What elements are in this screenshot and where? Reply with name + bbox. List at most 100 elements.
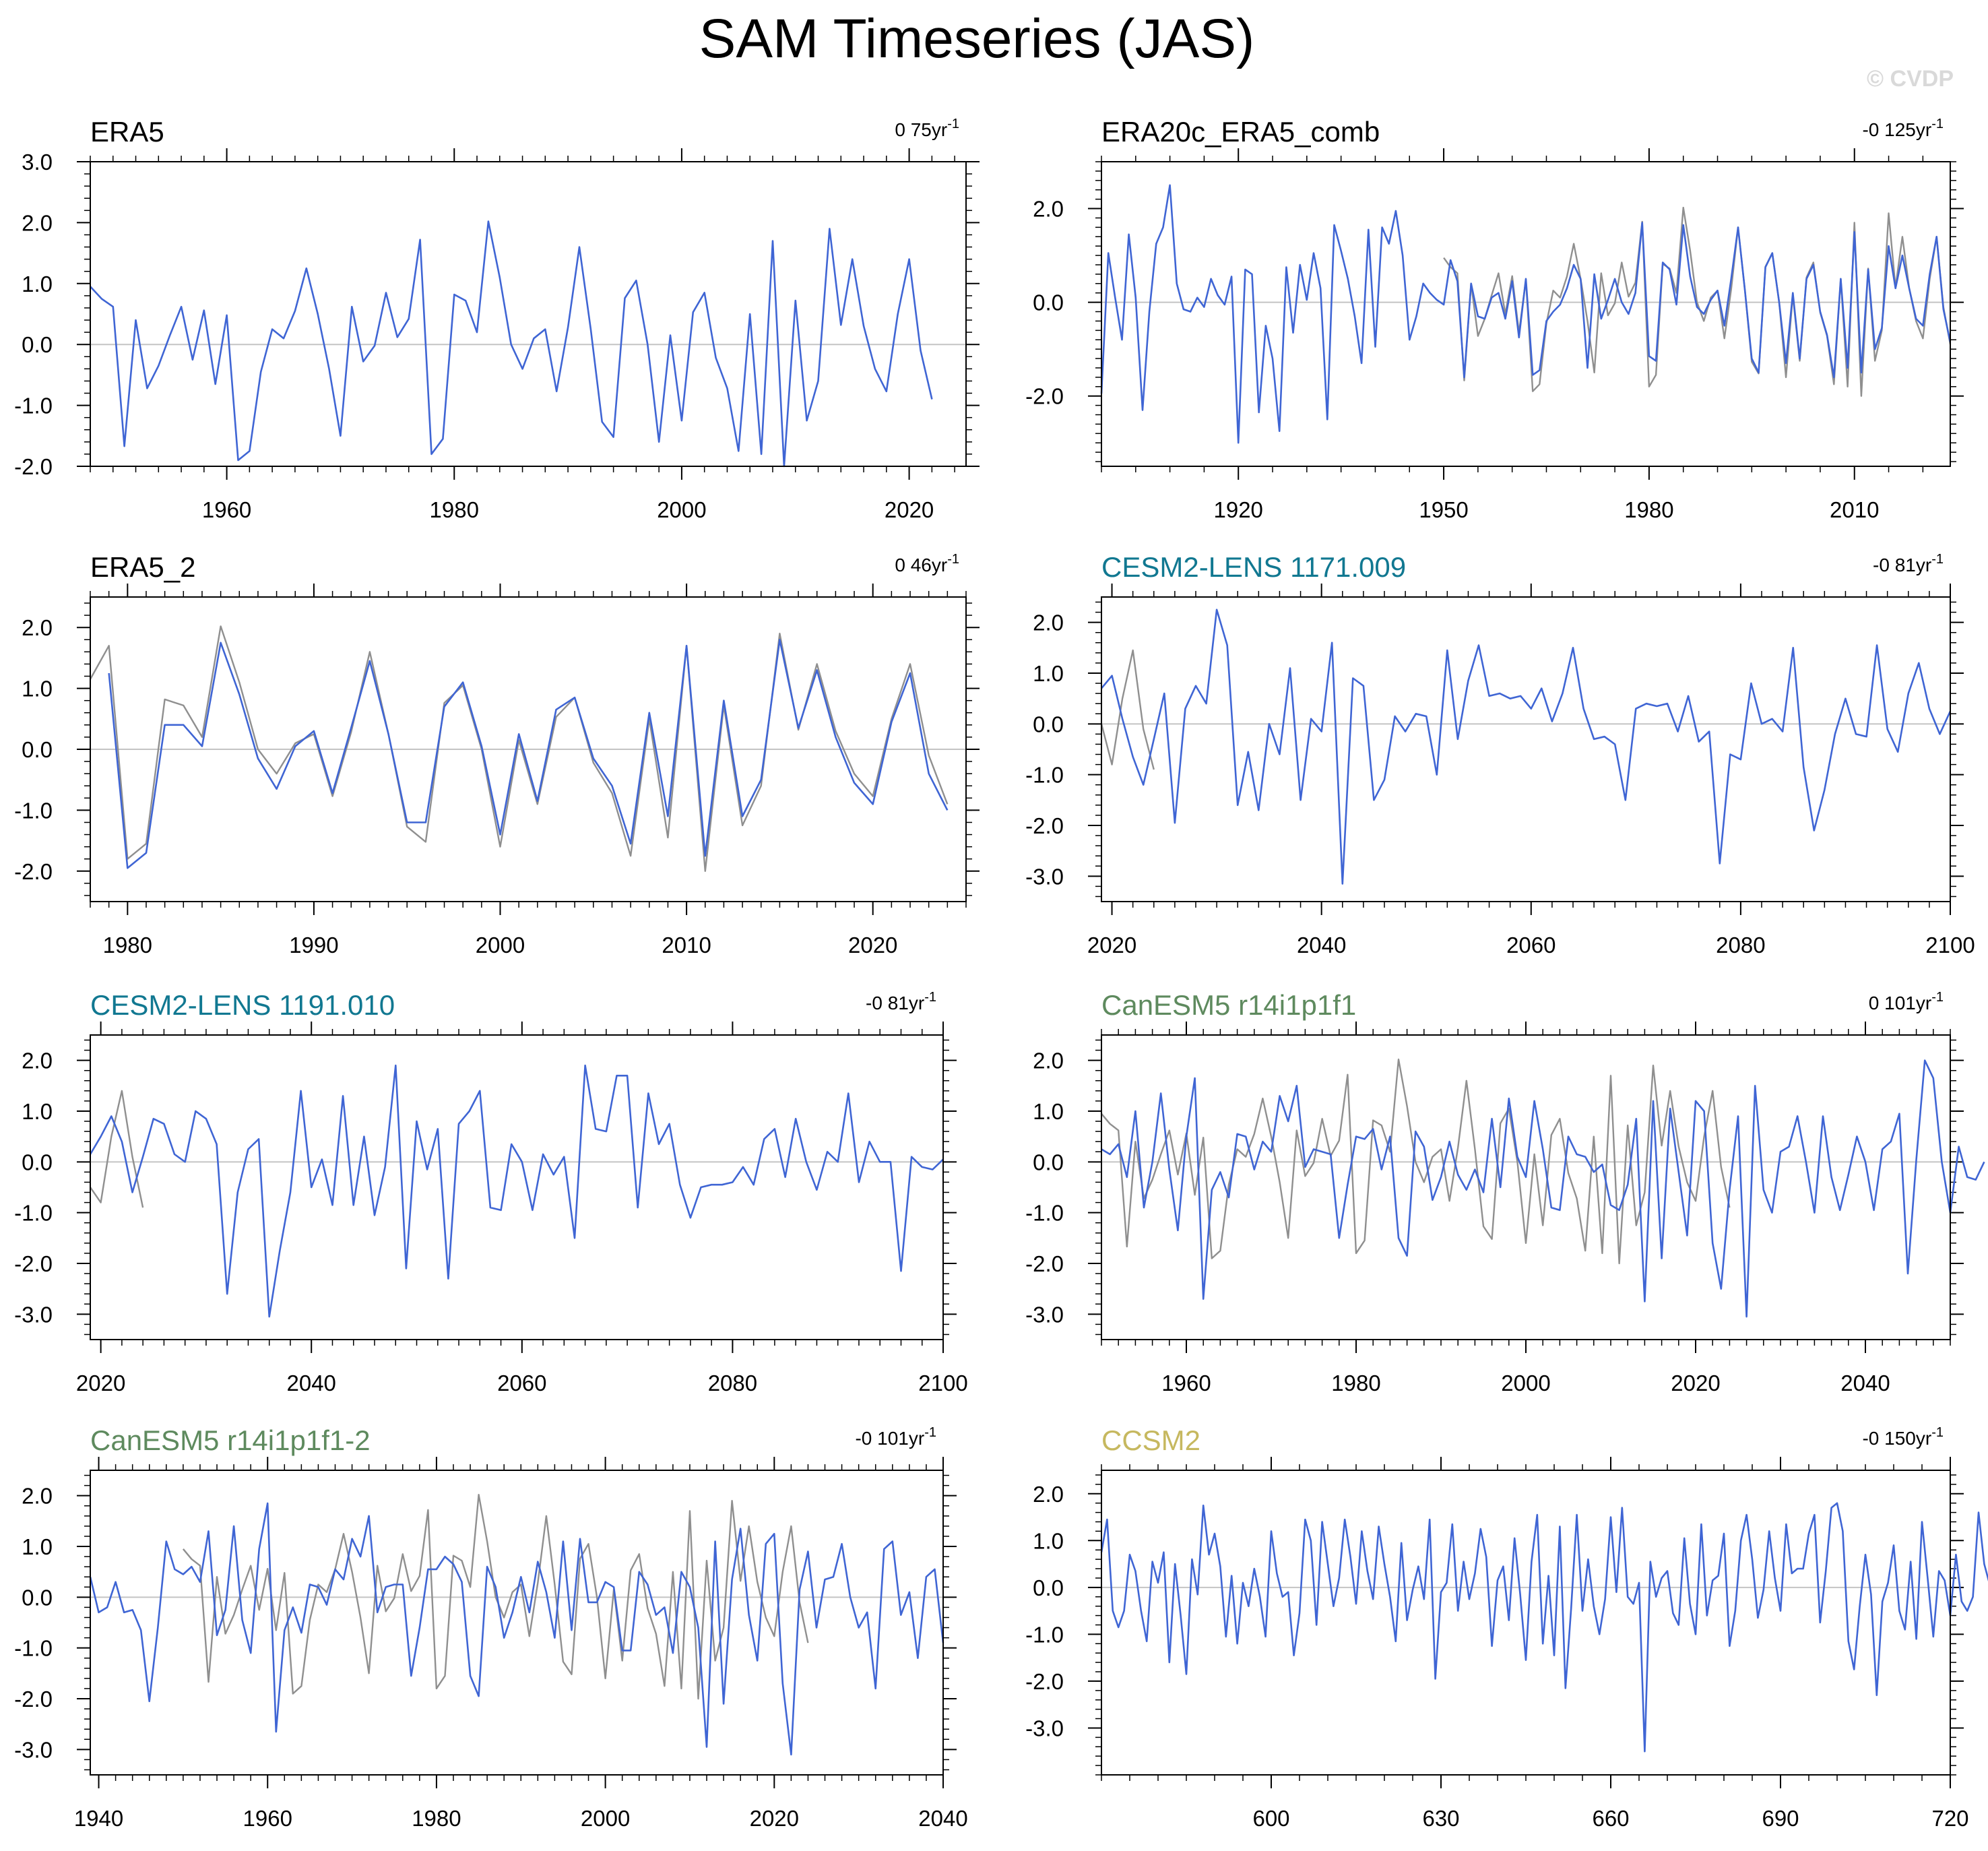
x-tick-label: 1960 (243, 1806, 292, 1831)
model-series-line (108, 638, 949, 869)
y-tick-label: -3.0 (1025, 1302, 1064, 1327)
plot-frame (1101, 1470, 1951, 1776)
chart-panel: CanESM5 r14i1p1f1-2 -0 101yr-1 2.0 1.0 0.0 -1… (14, 1424, 968, 1831)
y-tick-label: 0.0 (1033, 290, 1064, 315)
y-tick-label: -1.0 (1025, 763, 1064, 788)
x-tick-label: 1980 (1624, 497, 1673, 522)
x-tick-label: 660 (1592, 1806, 1629, 1831)
observed-series-line (182, 1493, 809, 1700)
x-tick-label: 720 (1931, 1806, 1968, 1831)
plot-frame (90, 161, 967, 467)
y-tick-label: -3.0 (1025, 1716, 1064, 1740)
trend-label: 0 101yr-1 (1869, 990, 1944, 1013)
y-tick-label: 0.0 (1033, 1575, 1064, 1600)
y-tick-label: -2.0 (1025, 384, 1064, 409)
x-tick-label: 1950 (1419, 497, 1468, 522)
watermark-text: © CVDP (1867, 66, 1954, 92)
y-tick-label: -2.0 (1025, 1251, 1064, 1276)
trend-label: -0 81yr-1 (1873, 552, 1944, 575)
y-tick-label: -1.0 (1025, 1201, 1064, 1226)
chart-panel: CESM2-LENS 1191.010 -0 81yr-1 2.0 1.0 0.0 -1.… (14, 989, 968, 1395)
y-tick-label: 3.0 (22, 150, 53, 175)
y-tick-label: -2.0 (14, 1251, 53, 1276)
x-tick-label: 1960 (1161, 1371, 1211, 1395)
model-series-line (89, 1502, 944, 1756)
y-tick-label: -1.0 (14, 394, 53, 418)
chart-panel: CanESM5 r14i1p1f1 0 101yr-1 2.0 1.0 0.0 -1.0 -… (1025, 989, 1985, 1395)
observed-series-line (90, 1090, 144, 1208)
x-tick-label: 2100 (918, 1371, 967, 1395)
x-tick-label: 2020 (848, 933, 897, 958)
panel-title: CESM2-LENS 1191.010 (90, 989, 395, 1021)
y-tick-label: -2.0 (1025, 1669, 1064, 1694)
x-tick-label: 2020 (76, 1371, 125, 1395)
model-series-line (1100, 1502, 1988, 1753)
y-tick-label: 0.0 (22, 332, 53, 357)
y-tick-label: -2.0 (1025, 813, 1064, 838)
trend-label: -0 150yr-1 (1862, 1425, 1944, 1449)
x-tick-label: 2010 (662, 933, 711, 958)
y-tick-label: 1.0 (1033, 1528, 1064, 1553)
plot-frame (1101, 596, 1951, 902)
chart-panel: CCSM2 -0 150yr-1 2.0 1.0 0.0 -1.0 -2.0 -3.0 600 6… (1025, 1424, 1988, 1831)
y-tick-label: -1.0 (1025, 1622, 1064, 1647)
x-tick-label: 2000 (581, 1806, 630, 1831)
y-tick-label: 0.0 (22, 1585, 53, 1610)
trend-label: -0 101yr-1 (855, 1425, 936, 1449)
plot-frame (1101, 1034, 1951, 1340)
x-tick-label: 2040 (1297, 933, 1346, 958)
x-tick-label: 2100 (1925, 933, 1975, 958)
model-series-line (1100, 608, 1952, 885)
y-tick-label: 1.0 (1033, 661, 1064, 686)
y-tick-label: 0.0 (22, 1150, 53, 1174)
x-tick-label: 2020 (1087, 933, 1136, 958)
panel-title: CanESM5 r14i1p1f1-2 (90, 1424, 371, 1456)
y-tick-label: 2.0 (1033, 1048, 1064, 1073)
y-tick-label: -3.0 (1025, 864, 1064, 889)
y-tick-label: 1.0 (22, 1534, 53, 1559)
chart-panel: CESM2-LENS 1171.009 -0 81yr-1 2.0 1.0 0.0 -1.… (1025, 551, 1975, 958)
x-tick-label: 2040 (1840, 1371, 1890, 1395)
figure-title: SAM Timeseries (JAS) (699, 8, 1255, 69)
plot-frame (90, 1034, 944, 1340)
x-tick-label: 2010 (1830, 497, 1879, 522)
model-series-line (1100, 184, 1952, 444)
trend-label: -0 125yr-1 (1862, 117, 1944, 140)
x-tick-label: 1980 (103, 933, 152, 958)
x-tick-label: 2080 (1716, 933, 1765, 958)
x-tick-label: 2040 (918, 1806, 967, 1831)
x-tick-label: 1990 (289, 933, 338, 958)
x-tick-label: 1980 (1331, 1371, 1380, 1395)
x-tick-label: 2020 (1671, 1371, 1720, 1395)
y-tick-label: 2.0 (1033, 197, 1064, 222)
x-tick-label: 2060 (1506, 933, 1556, 958)
plot-frame (1101, 161, 1951, 467)
observed-series-line (1101, 1058, 1731, 1265)
plot-frame (90, 596, 967, 902)
y-tick-label: 2.0 (1033, 610, 1064, 635)
x-tick-label: 1940 (74, 1806, 123, 1831)
x-tick-label: 2000 (657, 497, 706, 522)
chart-panel: ERA5 0 75yr-1 3.0 2.0 1.0 0.0 -1.0 -2.0 1960 1980… (14, 116, 980, 522)
model-series-line (1101, 1059, 1985, 1318)
panel-title: CESM2-LENS 1171.009 (1101, 551, 1406, 583)
panel-title: ERA5 (90, 116, 164, 148)
y-tick-label: 1.0 (22, 677, 53, 701)
y-tick-label: 0.0 (22, 737, 53, 762)
x-tick-label: 1960 (202, 497, 251, 522)
y-tick-label: -2.0 (14, 859, 53, 884)
y-tick-label: 0.0 (1033, 712, 1064, 736)
x-tick-label: 690 (1762, 1806, 1799, 1831)
y-tick-label: 2.0 (22, 210, 53, 235)
x-tick-label: 2060 (497, 1371, 546, 1395)
y-tick-label: 1.0 (22, 272, 53, 296)
model-series-line (89, 1064, 944, 1318)
panel-title: CCSM2 (1101, 1424, 1200, 1456)
panel-title: ERA20c_ERA5_comb (1101, 116, 1380, 148)
plot-frame (90, 1470, 944, 1776)
x-tick-label: 600 (1252, 1806, 1289, 1831)
y-tick-label: -3.0 (14, 1737, 53, 1762)
x-tick-label: 630 (1422, 1806, 1459, 1831)
x-tick-label: 2020 (750, 1806, 799, 1831)
